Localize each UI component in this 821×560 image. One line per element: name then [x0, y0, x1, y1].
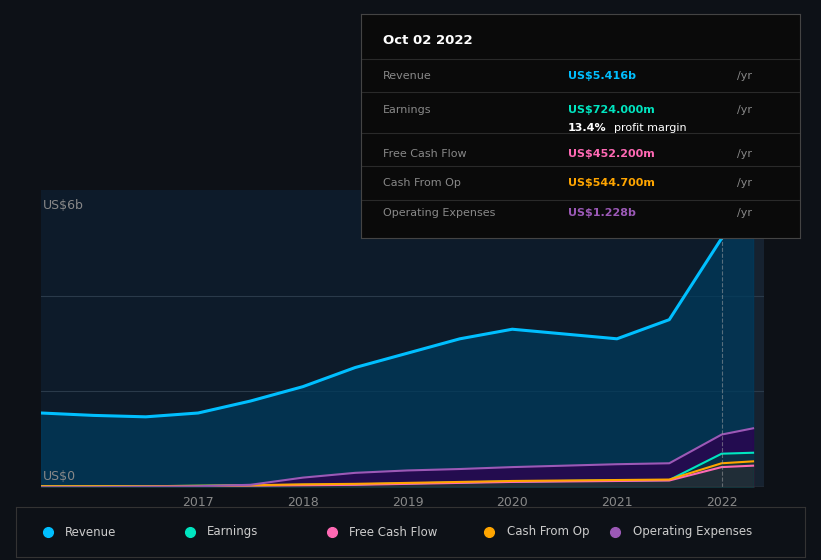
Text: Operating Expenses: Operating Expenses: [633, 525, 752, 539]
Text: Earnings: Earnings: [383, 105, 432, 115]
Text: Operating Expenses: Operating Expenses: [383, 208, 496, 218]
Text: /yr: /yr: [736, 149, 752, 159]
Text: 13.4%: 13.4%: [567, 123, 606, 133]
Bar: [722, 190, 764, 487]
Text: Free Cash Flow: Free Cash Flow: [383, 149, 467, 159]
Text: US$452.200m: US$452.200m: [567, 149, 654, 159]
Text: /yr: /yr: [736, 178, 752, 188]
Text: US$724.000m: US$724.000m: [567, 105, 654, 115]
Text: Oct 02 2022: Oct 02 2022: [383, 34, 473, 47]
Text: Free Cash Flow: Free Cash Flow: [349, 525, 438, 539]
Text: /yr: /yr: [736, 71, 752, 81]
Text: Earnings: Earnings: [207, 525, 259, 539]
Text: US$0: US$0: [44, 470, 76, 483]
Text: Revenue: Revenue: [66, 525, 117, 539]
Text: US$1.228b: US$1.228b: [567, 208, 635, 218]
Text: /yr: /yr: [736, 208, 752, 218]
Text: US$544.700m: US$544.700m: [567, 178, 654, 188]
Text: US$6b: US$6b: [44, 199, 84, 212]
Text: profit margin: profit margin: [614, 123, 686, 133]
Text: Cash From Op: Cash From Op: [507, 525, 589, 539]
Text: /yr: /yr: [736, 105, 752, 115]
Text: Revenue: Revenue: [383, 71, 432, 81]
Text: Cash From Op: Cash From Op: [383, 178, 461, 188]
Text: US$5.416b: US$5.416b: [567, 71, 635, 81]
